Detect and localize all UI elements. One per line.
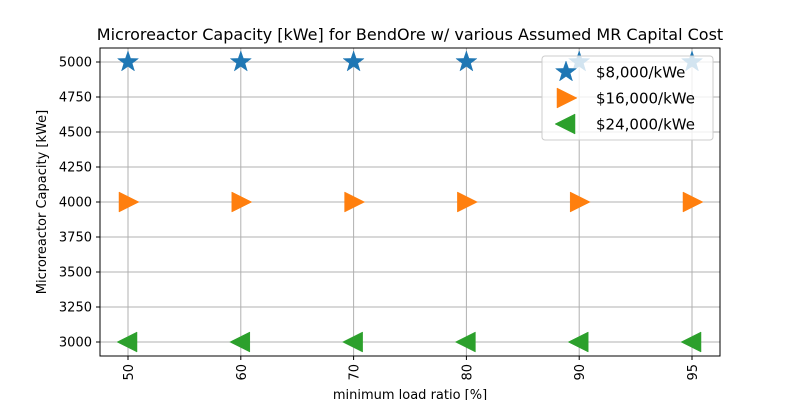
y-tick-label: 4250	[59, 161, 92, 176]
y-axis-label: Microreactor Capacity [kWe]	[35, 110, 50, 294]
legend-marker-3	[554, 113, 576, 135]
series-2-marker	[231, 191, 253, 213]
legend-box	[541, 55, 714, 141]
y-tick-label: 4500	[59, 126, 92, 141]
x-tick-label: 50	[122, 364, 137, 381]
series-1-marker	[455, 50, 478, 72]
series-2-marker	[344, 191, 366, 213]
series-1-marker	[229, 50, 252, 72]
x-tick-label: 90	[573, 364, 588, 381]
series-2-marker	[569, 191, 591, 213]
legend-label-2: $16,000/kWe	[596, 90, 695, 108]
series-3-marker	[229, 331, 251, 353]
series-3-marker	[342, 331, 363, 353]
y-tick-label: 3750	[59, 231, 92, 246]
series-2-marker	[457, 191, 478, 213]
y-tick-label: 4000	[59, 196, 92, 211]
x-tick-label: 70	[348, 364, 363, 381]
series-1-marker	[116, 50, 140, 72]
legend-label-1: $8,000/kWe	[596, 64, 685, 82]
x-tick-label: 80	[460, 364, 475, 381]
series-3-marker	[454, 331, 476, 353]
legend-marker-1	[554, 60, 578, 82]
legend: $8,000/kWe $16,000/kWe $24,000/kWe	[541, 55, 714, 141]
x-axis-label: minimum load ratio [%]	[333, 388, 487, 400]
series-3-marker	[567, 331, 589, 353]
y-tick-label: 3500	[59, 266, 92, 281]
legend-marker-2	[556, 87, 578, 109]
legend-label-3: $24,000/kWe	[596, 116, 695, 134]
y-tick-label: 3250	[59, 301, 92, 316]
series-2-marker	[118, 191, 140, 213]
y-tick-label: 5000	[59, 56, 92, 71]
axis-ticks: 3000 3250 3500 3750 4000 4250 4500 4750 5000 50 60…	[59, 56, 701, 381]
series-1-marker	[342, 50, 365, 72]
chart-title: Microreactor Capacity [kWe] for BendOre …	[97, 25, 723, 44]
series-2-marker	[682, 191, 704, 213]
series-3-marker	[116, 331, 138, 353]
series-3-marker	[680, 331, 702, 353]
y-tick-label: 4750	[59, 91, 92, 106]
x-tick-label: 95	[686, 364, 701, 381]
x-tick-label: 60	[235, 364, 250, 381]
y-tick-label: 3000	[59, 336, 92, 351]
